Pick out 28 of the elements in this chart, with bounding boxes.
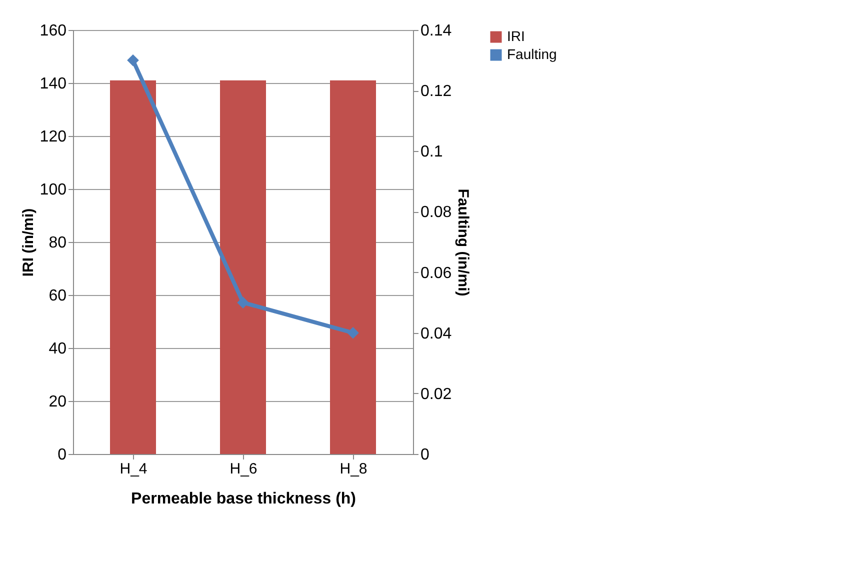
x-tick-label: H_6 [230, 460, 258, 478]
point [237, 296, 249, 308]
y-tick-label: 160 [40, 22, 67, 40]
y2-tick-label: 0.14 [420, 22, 452, 40]
y-axis-title: IRI (in/mi) [20, 208, 37, 277]
y2-tick-label: 0.04 [420, 325, 452, 342]
y-tick-label: 60 [48, 288, 67, 304]
y-tick-label: 20 [48, 394, 67, 410]
y2-axis-title: Faulting (in/mi) [454, 188, 472, 296]
y2-tick-label: 0.02 [420, 386, 452, 403]
y2-tick-label: 0 [420, 446, 430, 464]
y-tick-label: 40 [48, 340, 67, 358]
y-tick-label: 80 [48, 234, 67, 252]
point [127, 54, 139, 66]
x-axis-title: Permeable base thickness (h) [131, 490, 356, 508]
y-tick-label: 100 [40, 182, 67, 198]
y-tick-label: 0 [58, 446, 67, 464]
y2-tick-label: 0.06 [420, 264, 452, 282]
x-tick-label: H_8 [340, 460, 368, 478]
y2-tick-label: 0.08 [420, 204, 452, 222]
y-tick-label: 140 [40, 76, 67, 92]
point [347, 326, 359, 339]
y2-tick-label: 0.12 [420, 83, 452, 100]
x-tick-label: H_4 [120, 460, 148, 478]
legend-label: Faulting [507, 46, 557, 62]
y2-tick-label: 0.1 [420, 144, 443, 161]
legend-label: IRI [507, 28, 525, 44]
y-tick-label: 120 [40, 128, 67, 146]
